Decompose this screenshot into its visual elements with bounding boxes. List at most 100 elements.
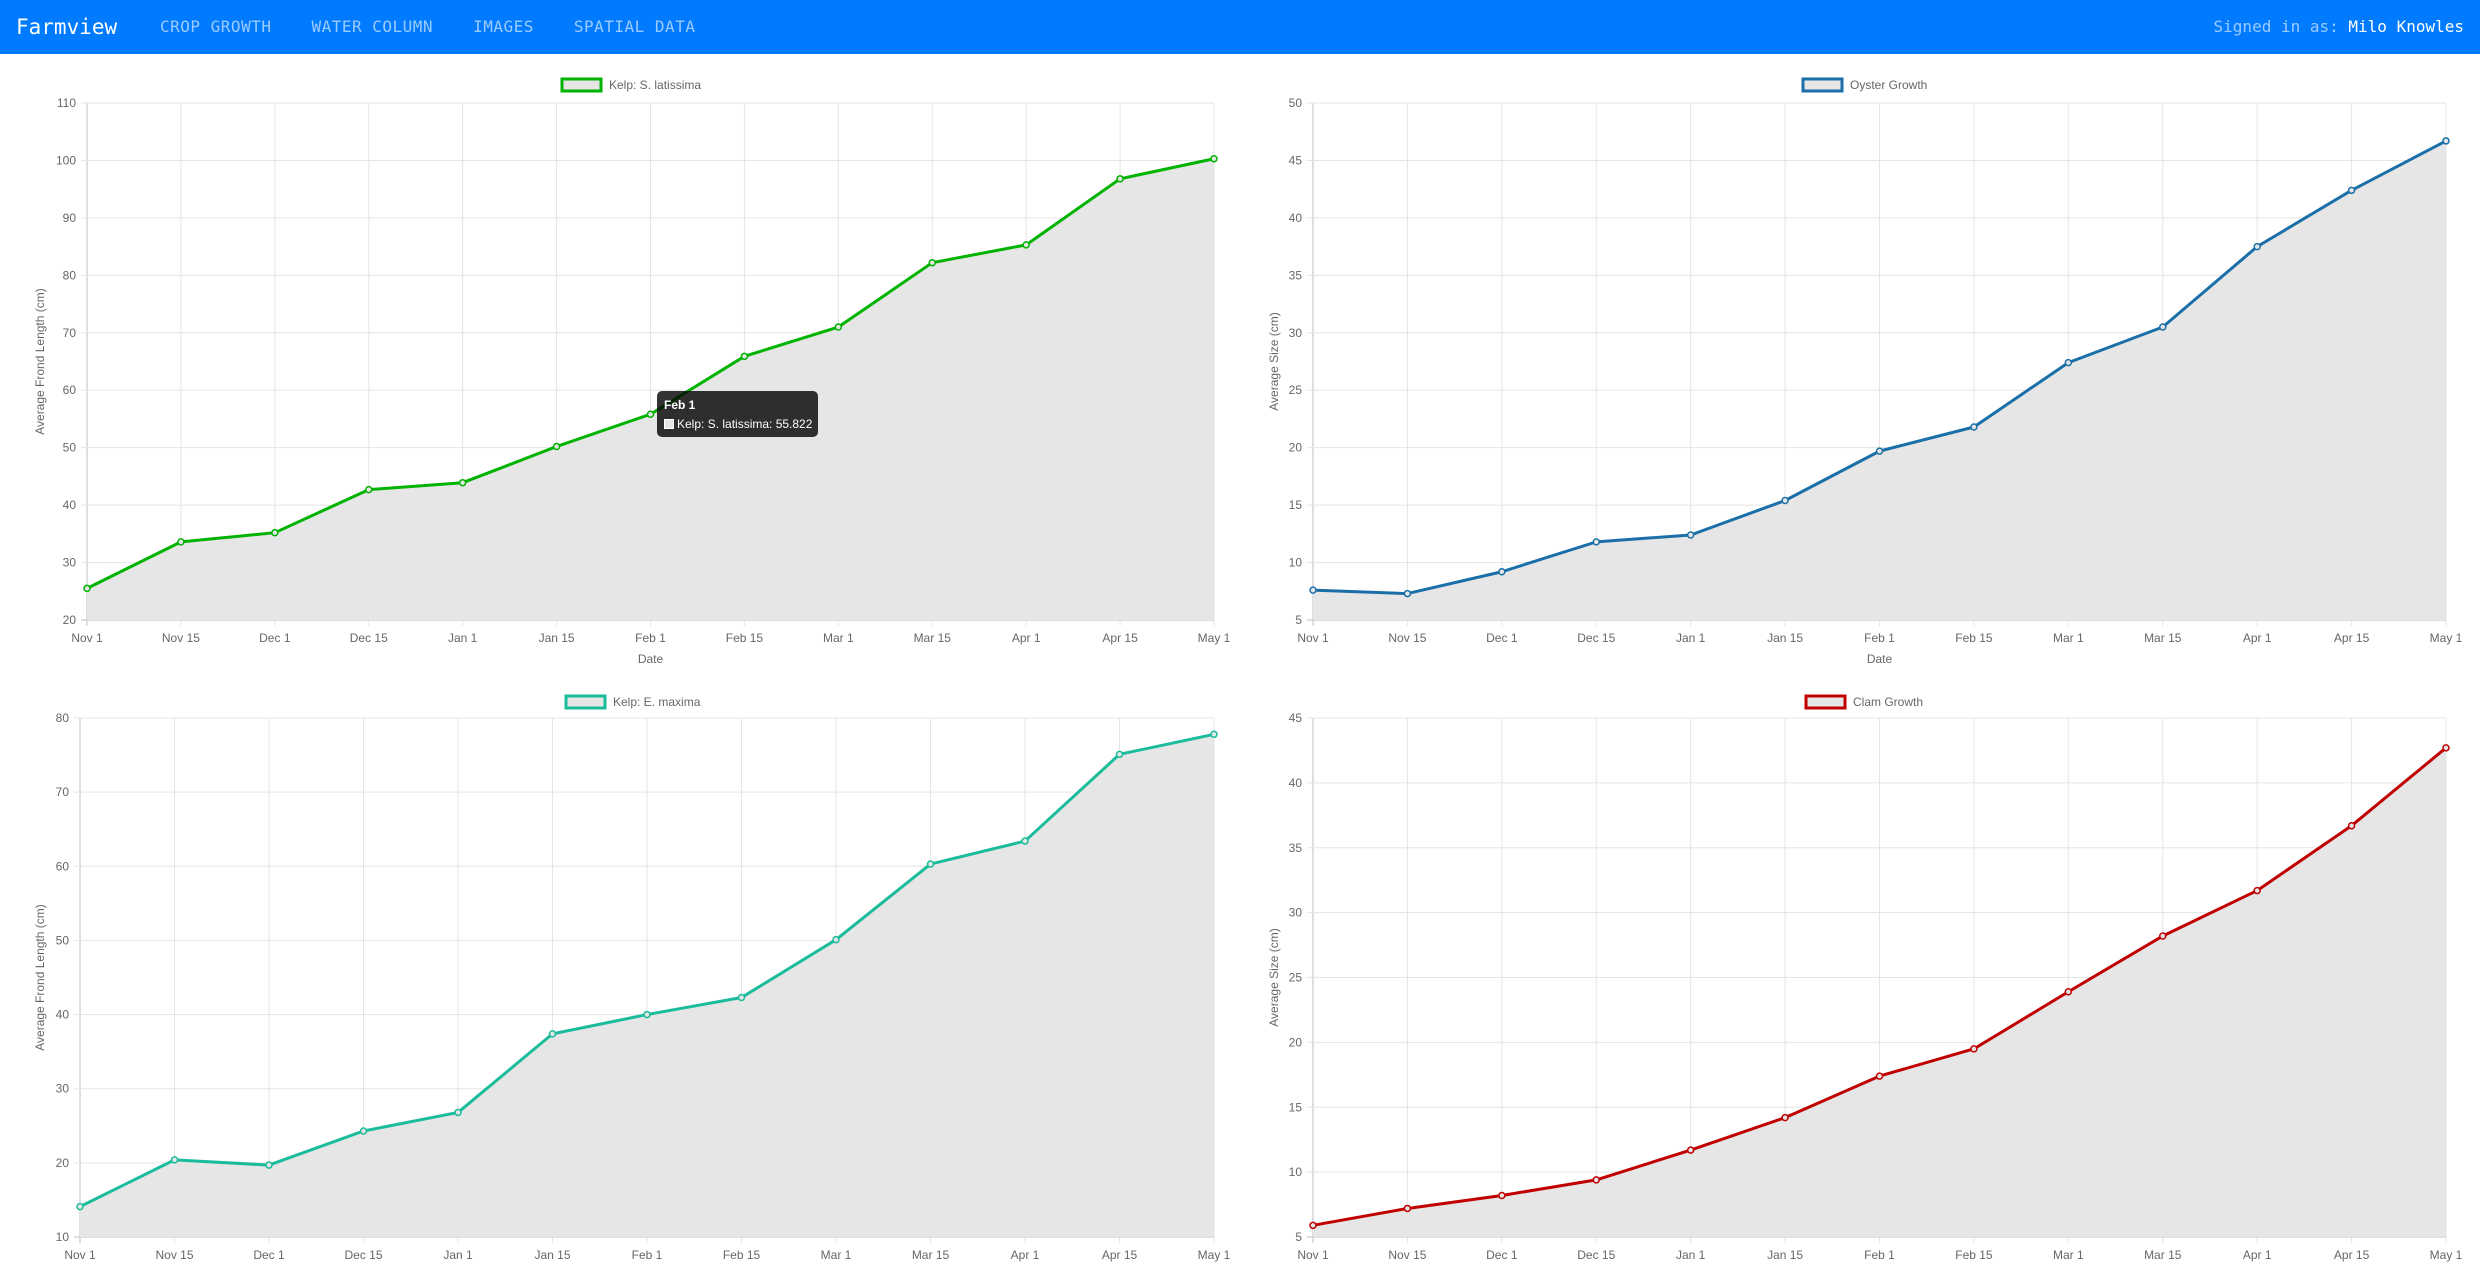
data-point[interactable]: [834, 323, 843, 331]
data-point[interactable]: [1210, 730, 1218, 739]
chart-svg: 10 20 30 40 50 60 70 80 Nov 1 Nov 15 Dec 1 Dec 15 Ja…: [33, 694, 1231, 1262]
data-point[interactable]: [177, 538, 185, 546]
data-point[interactable]: [2159, 932, 2167, 940]
x-tick-label: Dec 15: [1577, 1248, 1615, 1262]
data-point[interactable]: [552, 442, 561, 451]
data-point[interactable]: [170, 1156, 179, 1164]
brand-link[interactable]: Farmview: [16, 15, 118, 39]
x-tick-label: May 1: [1198, 1248, 1231, 1262]
x-tick-label: Feb 15: [726, 631, 764, 645]
nav-link-spatial-data[interactable]: SPATIAL DATA: [573, 17, 696, 36]
y-tick-label: 60: [63, 383, 77, 397]
y-tick-label: 50: [56, 933, 70, 947]
data-point[interactable]: [737, 993, 746, 1002]
x-tick-label: Mar 1: [823, 631, 854, 645]
y-tick-label: 40: [1289, 211, 1303, 225]
data-point[interactable]: [1875, 1072, 1884, 1080]
data-point[interactable]: [2442, 137, 2450, 145]
x-tick-label: Feb 1: [1864, 1248, 1895, 1262]
y-tick-label: 50: [1289, 96, 1303, 110]
data-point[interactable]: [1210, 154, 1218, 163]
data-point[interactable]: [76, 1202, 84, 1211]
y-tick-label: 60: [56, 859, 70, 873]
x-tick-label: Jan 1: [448, 631, 478, 645]
data-point[interactable]: [1021, 837, 1029, 845]
data-point[interactable]: [2442, 744, 2450, 752]
x-tick-label: Jan 1: [443, 1248, 473, 1262]
data-point[interactable]: [2064, 988, 2073, 996]
x-tick-label: Mar 1: [821, 1248, 852, 1262]
y-tick-label: 70: [63, 326, 77, 340]
data-point[interactable]: [643, 1010, 651, 1019]
x-tick-label: Apr 1: [2243, 1248, 2272, 1262]
data-point[interactable]: [1116, 175, 1124, 183]
y-tick-label: 25: [1289, 971, 1303, 985]
chart-svg: 5 10 15 20 25 30 35 40 45 50 Nov 1 Nov 15 Dec 1 Dec 1…: [1267, 77, 2463, 666]
data-point[interactable]: [1592, 538, 1600, 546]
data-point[interactable]: [1115, 750, 1124, 759]
kelp-e-maxima-chart[interactable]: 10 20 30 40 50 60 70 80 Nov 1 Nov 15 Dec 1 Dec 15 Ja…: [0, 680, 1240, 1269]
data-point[interactable]: [2064, 358, 2073, 367]
legend[interactable]: Kelp: E. maxima: [564, 694, 701, 710]
data-point[interactable]: [1970, 1045, 1978, 1053]
data-point[interactable]: [926, 860, 935, 868]
data-point[interactable]: [454, 1108, 462, 1117]
x-tick-label: Apr 15: [1102, 631, 1138, 645]
data-point[interactable]: [740, 352, 749, 361]
kelp-s-latissima-chart[interactable]: 20 30 40 50 60 70 80 90 100 110 Nov 1 Nov 15 Dec 1 De…: [0, 60, 1240, 680]
data-point[interactable]: [1309, 586, 1317, 594]
user-name[interactable]: Milo Knowles: [2348, 17, 2464, 36]
data-point[interactable]: [2159, 323, 2167, 331]
data-point[interactable]: [1970, 423, 1978, 431]
nav-link-images[interactable]: IMAGES: [473, 17, 534, 36]
data-point[interactable]: [1686, 531, 1695, 539]
data-point[interactable]: [1498, 567, 1506, 576]
data-point[interactable]: [832, 935, 840, 944]
x-tick-label: Mar 15: [2144, 1248, 2182, 1262]
data-point[interactable]: [548, 1030, 557, 1038]
y-tick-label: 80: [63, 268, 77, 282]
data-point[interactable]: [271, 528, 279, 537]
series-area: [1313, 140, 2446, 620]
data-point[interactable]: [365, 485, 373, 494]
x-tick-label: Feb 1: [635, 631, 666, 645]
data-point[interactable]: [83, 584, 91, 593]
x-tick-label: Nov 15: [1388, 1248, 1426, 1262]
data-point[interactable]: [265, 1161, 273, 1169]
x-tick-label: Apr 1: [1011, 1248, 1040, 1262]
data-point[interactable]: [1592, 1176, 1600, 1184]
data-point[interactable]: [359, 1127, 368, 1135]
legend[interactable]: Oyster Growth: [1801, 77, 1927, 93]
legend[interactable]: Kelp: S. latissima: [560, 77, 701, 93]
data-point[interactable]: [646, 410, 655, 418]
data-point[interactable]: [1403, 589, 1412, 598]
legend-swatch: [564, 694, 607, 710]
data-point[interactable]: [2253, 242, 2261, 251]
data-point[interactable]: [1875, 447, 1884, 455]
data-point[interactable]: [1498, 1191, 1506, 1200]
data-point[interactable]: [2347, 821, 2356, 830]
x-tick-label: Mar 1: [2053, 631, 2084, 645]
data-point[interactable]: [928, 258, 936, 267]
x-axis-title: Date: [638, 652, 664, 666]
data-point[interactable]: [1309, 1221, 1317, 1230]
data-point[interactable]: [2347, 186, 2356, 195]
clam-growth-chart[interactable]: 5 10 15 20 25 30 35 40 45 Nov 1 Nov 15 Dec 1 Dec 15 J…: [1240, 680, 2480, 1269]
data-point[interactable]: [1403, 1204, 1412, 1213]
x-tick-label: May 1: [2430, 631, 2463, 645]
data-point[interactable]: [1022, 241, 1030, 249]
data-point[interactable]: [458, 478, 467, 487]
x-tick-label: Dec 1: [253, 1248, 285, 1262]
y-tick-label: 5: [1295, 613, 1302, 627]
y-tick-label: 40: [63, 498, 77, 512]
nav-link-water-column[interactable]: WATER COLUMN: [311, 17, 434, 36]
nav-link-crop-growth[interactable]: CROP GROWTH: [160, 17, 272, 36]
legend[interactable]: Clam Growth: [1804, 694, 1923, 710]
x-tick-label: Jan 15: [534, 1248, 570, 1262]
chart-svg: 5 10 15 20 25 30 35 40 45 Nov 1 Nov 15 Dec 1 Dec 15 J…: [1267, 694, 2463, 1262]
data-point[interactable]: [1781, 1113, 1789, 1122]
oyster-growth-chart[interactable]: 5 10 15 20 25 30 35 40 45 50 Nov 1 Nov 15 Dec 1 Dec 1…: [1240, 60, 2480, 680]
data-point[interactable]: [2253, 886, 2261, 895]
data-point[interactable]: [1686, 1146, 1695, 1154]
data-point[interactable]: [1781, 496, 1789, 505]
